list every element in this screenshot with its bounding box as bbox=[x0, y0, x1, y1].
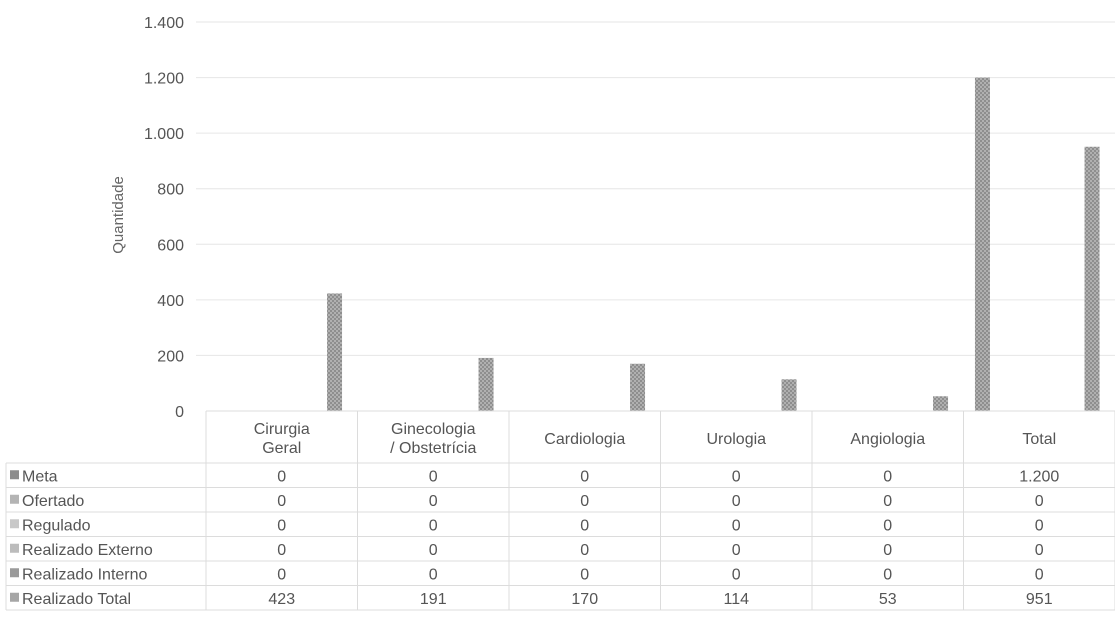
bar bbox=[478, 357, 494, 411]
data-table: Cirurgia Geral Ginecologia / Obstetrícia Car… bbox=[5, 410, 1115, 611]
table-cell-value: 0 bbox=[883, 566, 892, 583]
table-cell-value: 191 bbox=[420, 591, 447, 608]
table-cell-value: 0 bbox=[277, 517, 286, 534]
table-cell-value: 0 bbox=[580, 468, 589, 485]
table-cell-value: 0 bbox=[429, 566, 438, 583]
table-cell-value: 0 bbox=[732, 517, 741, 534]
bar bbox=[781, 379, 797, 411]
table-cell-value: 0 bbox=[1035, 566, 1044, 583]
table-cell-value: 0 bbox=[1035, 517, 1044, 534]
y-tick-label: 1.000 bbox=[144, 126, 184, 143]
legend-swatch bbox=[10, 494, 19, 504]
table-cell-value: 0 bbox=[429, 542, 438, 559]
table-cell-value: 170 bbox=[571, 591, 598, 608]
table-cell-value: 0 bbox=[580, 566, 589, 583]
category-label: Cardiologia bbox=[544, 431, 625, 448]
legend-swatch bbox=[10, 543, 19, 553]
y-tick-label: 600 bbox=[157, 237, 184, 254]
table-cell-value: 0 bbox=[429, 493, 438, 510]
bar bbox=[933, 396, 949, 411]
legend-label: Realizado Interno bbox=[22, 566, 148, 583]
table-cell-value: 0 bbox=[732, 468, 741, 485]
legend-swatch bbox=[10, 592, 19, 602]
legend-label: Realizado Total bbox=[22, 591, 131, 608]
y-axis-label: Quantidade bbox=[110, 176, 127, 254]
table-cell-value: 0 bbox=[883, 542, 892, 559]
table-cell-value: 0 bbox=[277, 542, 286, 559]
y-tick-label: 200 bbox=[157, 348, 184, 365]
bar bbox=[630, 363, 646, 411]
table-cell-value: 0 bbox=[883, 493, 892, 510]
table-cell-value: 0 bbox=[732, 566, 741, 583]
category-label: Cirurgia Geral bbox=[254, 421, 310, 457]
legend-swatch bbox=[10, 470, 19, 480]
table-cell-value: 0 bbox=[732, 493, 741, 510]
legend-label: Ofertado bbox=[22, 493, 84, 510]
legend-swatch bbox=[10, 568, 19, 578]
y-tick-label: 0 bbox=[175, 404, 184, 421]
bar bbox=[1084, 146, 1100, 411]
table-cell-value: 0 bbox=[1035, 542, 1044, 559]
table-cell-value: 0 bbox=[277, 468, 286, 485]
table-cell-value: 1.200 bbox=[1019, 468, 1059, 485]
category-label: Ginecologia / Obstetrícia bbox=[390, 421, 476, 457]
table-cell-value: 0 bbox=[732, 542, 741, 559]
table-cell-value: 53 bbox=[879, 591, 897, 608]
legend-swatch bbox=[10, 519, 19, 529]
y-tick-label: 800 bbox=[157, 182, 184, 199]
table-cell-value: 0 bbox=[277, 566, 286, 583]
y-tick-label: 1.400 bbox=[144, 15, 184, 32]
legend-label: Meta bbox=[22, 468, 58, 485]
legend-label: Regulado bbox=[22, 517, 91, 534]
y-tick-label: 400 bbox=[157, 293, 184, 310]
table-cell-value: 0 bbox=[429, 468, 438, 485]
table-cell-value: 0 bbox=[580, 493, 589, 510]
y-tick-label: 1.200 bbox=[144, 71, 184, 88]
table-cell-value: 0 bbox=[1035, 493, 1044, 510]
table-cell-value: 0 bbox=[429, 517, 438, 534]
legend-label: Realizado Externo bbox=[22, 542, 153, 559]
category-label: Total bbox=[1022, 431, 1056, 448]
table-cell-value: 0 bbox=[883, 517, 892, 534]
bar bbox=[974, 77, 990, 412]
category-label: Angiologia bbox=[850, 431, 925, 448]
table-cell-value: 0 bbox=[277, 493, 286, 510]
gridlines bbox=[196, 21, 1115, 356]
table-cell-value: 951 bbox=[1026, 591, 1053, 608]
table-cell-value: 0 bbox=[580, 542, 589, 559]
bars bbox=[327, 77, 1100, 412]
table-cell-value: 114 bbox=[723, 591, 749, 608]
category-label: Urologia bbox=[706, 431, 766, 448]
table-cell-value: 423 bbox=[268, 591, 295, 608]
bar bbox=[327, 293, 343, 411]
table-cell-value: 0 bbox=[883, 468, 892, 485]
table-cell-value: 0 bbox=[580, 517, 589, 534]
y-axis-ticks: 0 200 400 600 800 1.000 1.200 1.400 bbox=[144, 15, 184, 421]
